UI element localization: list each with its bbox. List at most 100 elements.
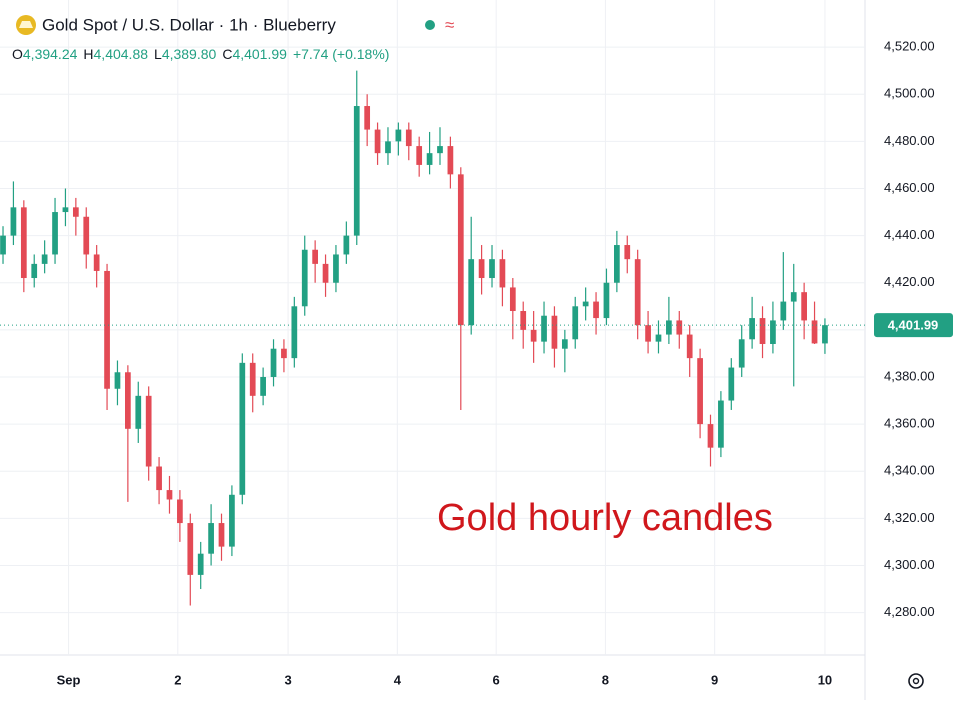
candle-body	[125, 372, 131, 429]
candle-body	[707, 424, 714, 448]
ohlc-value: 4,389.80	[162, 46, 217, 62]
candle-body	[343, 235, 350, 255]
x-tick-label: 6	[493, 672, 500, 687]
candle-body	[197, 553, 204, 575]
y-tick-label: 4,480.00	[884, 133, 935, 148]
candle-body	[478, 259, 485, 279]
symbol-icon-bars	[19, 21, 33, 28]
ohlc-label: H	[83, 46, 93, 62]
candle-body	[270, 348, 277, 377]
candle-body	[676, 320, 683, 335]
candle-body	[62, 207, 69, 213]
candle-body	[666, 320, 672, 335]
ohlc-legend: O4,394.24 H4,404.88 L4,389.80 C4,401.99 +7.7…	[12, 46, 389, 62]
settings-icon[interactable]	[908, 673, 924, 689]
candle-body	[353, 106, 360, 236]
candle-body	[530, 329, 537, 342]
candle-body	[457, 174, 464, 326]
candle-body	[489, 259, 495, 279]
candle-body	[468, 259, 475, 326]
candle-body	[260, 376, 266, 396]
candle-body	[697, 358, 703, 425]
candle-body	[790, 292, 797, 302]
last-price-tag	[874, 313, 953, 338]
candle-body	[0, 235, 6, 255]
candle-body	[759, 318, 766, 344]
ohlc-value: 4,404.88	[94, 46, 149, 62]
candle-body	[801, 292, 807, 321]
x-tick-label: 4	[394, 672, 402, 687]
x-tick-label: 9	[711, 672, 718, 687]
candle-body	[749, 318, 755, 340]
y-tick-label: 4,440.00	[884, 227, 935, 242]
candle-body	[614, 245, 620, 283]
x-tick-label: 8	[602, 672, 609, 687]
x-tick-label: 3	[284, 672, 291, 687]
candle-body	[83, 216, 90, 255]
candle-body	[686, 334, 693, 359]
candle-body	[301, 249, 308, 307]
candle-body	[718, 400, 724, 448]
y-tick-label: 4,500.00	[884, 86, 935, 101]
chart-title: Gold Spot / U.S. Dollar · 1h · Blueberry	[42, 15, 336, 34]
candle-body	[572, 306, 579, 340]
candle-body	[52, 212, 58, 255]
candle-body	[551, 315, 558, 349]
y-tick-label: 4,460.00	[884, 180, 935, 195]
status-dot	[425, 20, 435, 30]
candle-body	[655, 334, 662, 342]
ohlc-value: 4,401.99	[232, 46, 287, 62]
candle-body	[135, 395, 142, 429]
candle-body	[291, 306, 298, 359]
candle-body	[770, 320, 776, 344]
ohlc-label: O	[12, 46, 23, 62]
candle-body	[333, 254, 339, 283]
candle-body	[437, 146, 443, 154]
candle-body	[187, 523, 194, 575]
candle-body	[31, 263, 38, 279]
settings-icon-center[interactable]	[912, 677, 920, 685]
candle-body	[374, 129, 381, 154]
candle-body	[811, 320, 818, 344]
candle-body	[249, 362, 256, 396]
candle-body	[218, 523, 225, 547]
candle-body	[177, 499, 183, 524]
y-tick-label: 4,340.00	[884, 463, 935, 478]
candle-body	[312, 249, 319, 264]
candle-body	[20, 207, 27, 279]
y-tick-label: 4,360.00	[884, 416, 935, 431]
candle-body	[738, 339, 745, 368]
candle-body	[624, 245, 631, 260]
candle-body	[603, 282, 610, 319]
candle-body	[41, 254, 48, 264]
candle-body	[104, 270, 110, 389]
candle-body	[281, 348, 287, 359]
candle-body	[208, 523, 214, 554]
candle-body	[645, 325, 651, 342]
x-tick-label: 10	[818, 672, 832, 687]
candle-body	[322, 263, 329, 283]
candle-body	[405, 129, 412, 147]
candle-body	[593, 301, 599, 319]
y-tick-label: 4,300.00	[884, 557, 935, 572]
candle-body	[426, 153, 433, 165]
y-tick-label: 4,380.00	[884, 368, 935, 383]
candle-body	[10, 207, 17, 236]
last-price-label: 4,401.99	[888, 318, 939, 333]
x-tick-label: 2	[174, 672, 181, 687]
x-tick-label: Sep	[57, 672, 81, 687]
candle-body	[520, 311, 527, 330]
candle-body	[416, 146, 423, 165]
y-tick-label: 4,520.00	[884, 39, 935, 54]
candle-body	[447, 146, 454, 175]
y-tick-label: 4,280.00	[884, 604, 935, 619]
candle-body	[634, 259, 641, 326]
candle-body	[822, 325, 828, 344]
candle-body	[561, 339, 568, 349]
y-tick-label: 4,320.00	[884, 510, 935, 525]
ohlc-value: 4,394.24	[23, 46, 78, 62]
candle-body	[541, 315, 547, 342]
candle-body	[499, 259, 506, 288]
